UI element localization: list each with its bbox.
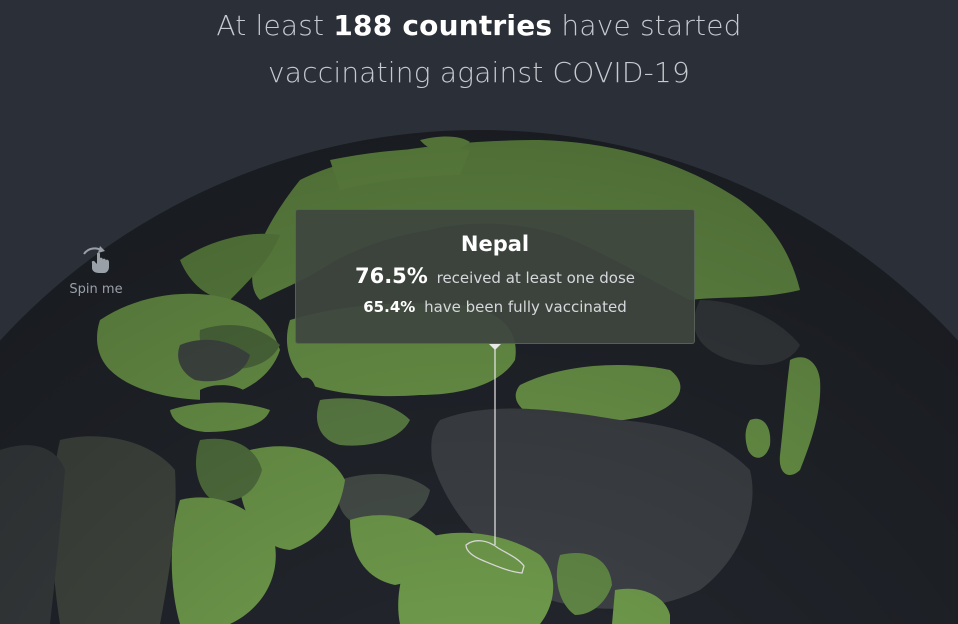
globe-shading	[0, 130, 958, 624]
country-tooltip: Nepal 76.5% received at least one dose 6…	[295, 209, 695, 344]
rotate-hand-icon	[83, 246, 109, 273]
spin-label: Spin me	[69, 282, 123, 297]
title-suffix: have started	[561, 9, 742, 42]
title-line-2: vaccinating against COVID-19	[268, 56, 690, 89]
title-line-1: At least 188 countries have started	[0, 2, 958, 49]
page-title: At least 188 countries have started vacc…	[0, 2, 958, 96]
fully-vaccinated-value: 65.4%	[363, 298, 416, 316]
tooltip-fully-row: 65.4% have been fully vaccinated	[296, 296, 694, 318]
tooltip-one-dose-row: 76.5% received at least one dose	[296, 264, 694, 290]
spin-control[interactable]: Spin me	[60, 244, 132, 297]
fully-vaccinated-label: have been fully vaccinated	[424, 298, 627, 316]
tooltip-pointer-arrow	[489, 344, 501, 350]
country-count: 188 countries	[333, 9, 553, 42]
title-prefix: At least	[216, 9, 325, 42]
one-dose-label: received at least one dose	[436, 269, 636, 287]
one-dose-value: 76.5%	[354, 264, 428, 288]
tooltip-country-name: Nepal	[460, 232, 530, 256]
